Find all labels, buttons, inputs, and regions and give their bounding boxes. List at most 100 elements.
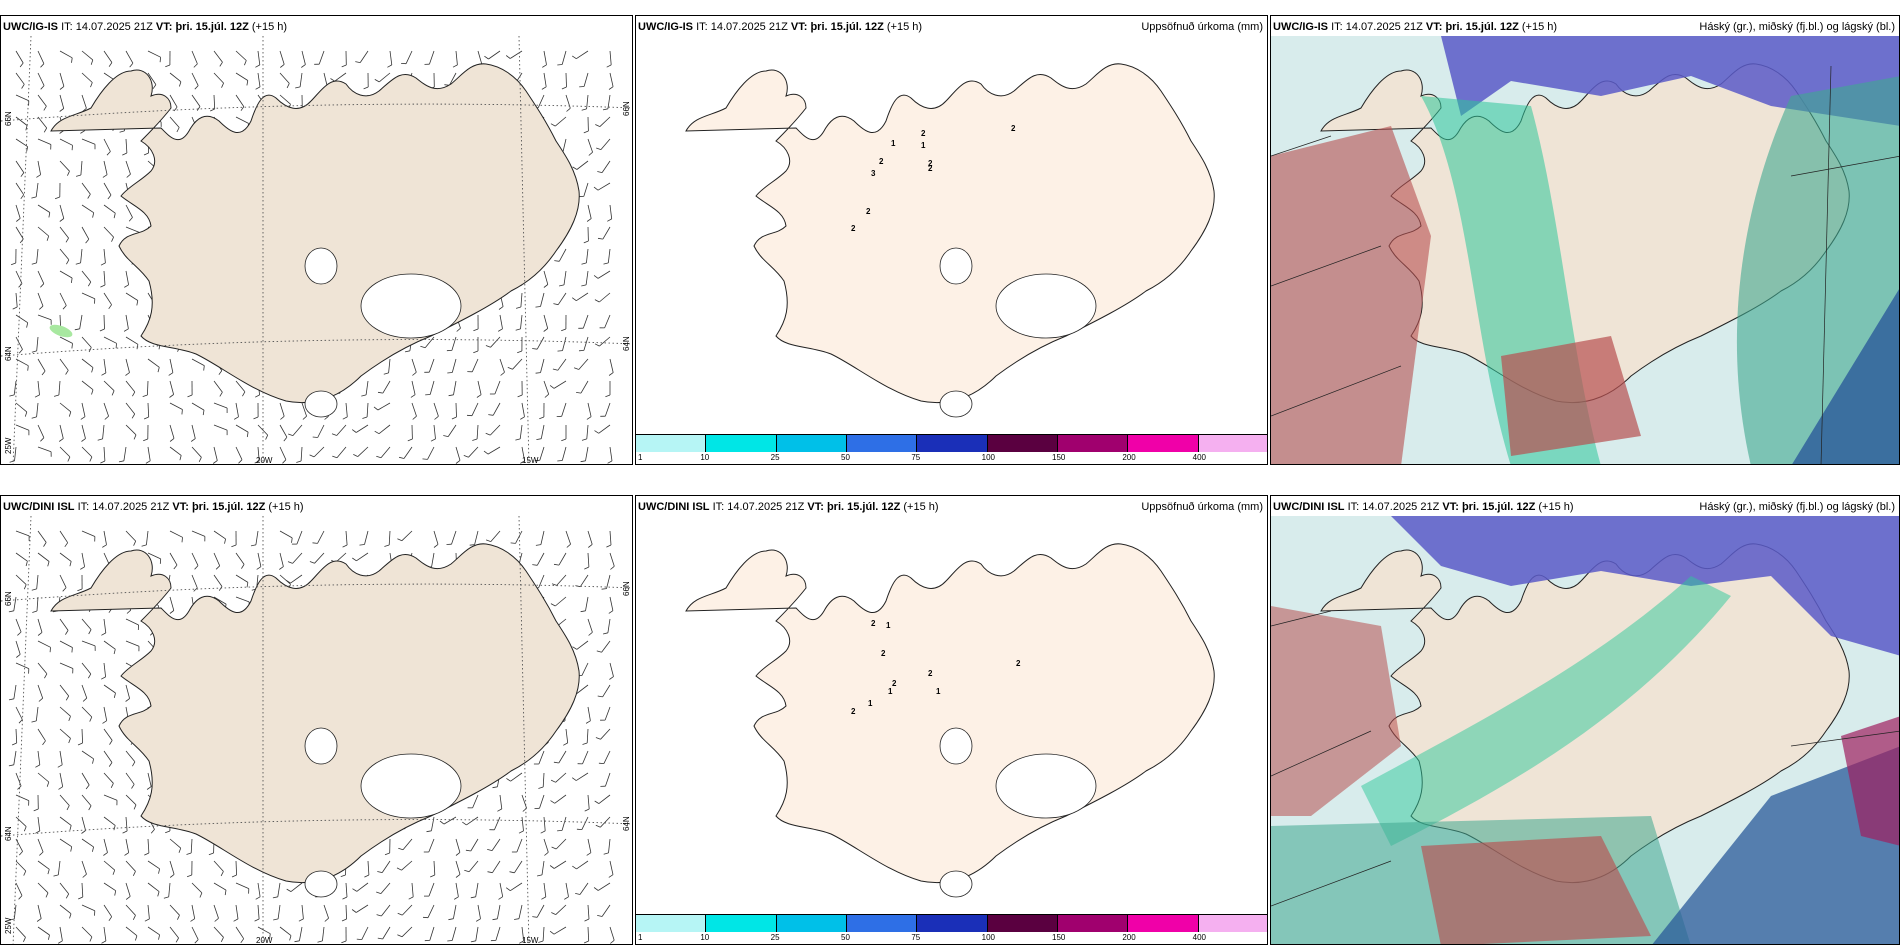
wind-barb-feather xyxy=(296,460,302,463)
precip-value-label: 2 xyxy=(892,679,897,688)
wind-barb-feather xyxy=(309,454,315,458)
wind-barb-feather xyxy=(561,86,567,90)
wind-barb xyxy=(59,446,71,458)
wind-barb xyxy=(355,904,369,913)
wind-barb xyxy=(15,50,24,64)
wind-barb xyxy=(543,72,547,87)
wind-barb-feather xyxy=(132,915,136,920)
wind-barb xyxy=(15,336,23,350)
wind-barb-feather xyxy=(39,851,44,856)
wind-barb-feather xyxy=(273,918,279,921)
wind-barb xyxy=(587,618,593,633)
wind-barb-feather xyxy=(92,212,95,218)
wind-barb xyxy=(103,402,109,417)
wind-barb-feather xyxy=(572,865,577,870)
wind-barb xyxy=(123,446,127,461)
wind-barb-feather xyxy=(362,416,368,419)
wind-barb xyxy=(402,838,413,851)
wind-barb xyxy=(466,816,479,826)
precip-map-panel-top: UWC/IG-IS IT: 14.07.2025 21Z VT: þri. 15… xyxy=(635,15,1268,465)
wind-barb-feather xyxy=(465,849,471,852)
wind-barb-feather xyxy=(510,542,516,544)
colorbar-tick-label: 100 xyxy=(981,933,996,942)
wind-barb-feather xyxy=(220,871,224,877)
wind-barb xyxy=(103,816,116,826)
wind-barb xyxy=(37,446,52,453)
wind-barb xyxy=(191,358,205,366)
wind-barb-feather xyxy=(126,609,131,614)
wind-barb-feather xyxy=(34,394,40,398)
wind-barb xyxy=(191,72,199,86)
wind-barb xyxy=(521,446,525,461)
wind-barb-feather xyxy=(125,372,130,376)
precip-value-label: 2 xyxy=(1016,659,1021,668)
wind-barb-feather xyxy=(283,436,288,442)
wind-barb xyxy=(580,380,589,394)
wind-barb xyxy=(361,926,369,940)
wind-barb-feather xyxy=(231,544,237,548)
wind-barb-feather xyxy=(31,720,37,723)
wind-barb-feather xyxy=(376,455,382,459)
wind-barb-feather xyxy=(557,830,563,832)
wind-barb xyxy=(539,794,545,809)
wind-barb-feather xyxy=(177,915,180,920)
wind-barb-feather xyxy=(536,438,542,440)
panel-header: UWC/IG-IS IT: 14.07.2025 21Z VT: þri. 15… xyxy=(1273,21,1558,33)
wind-barb xyxy=(15,640,21,655)
wind-barb xyxy=(191,424,196,439)
wind-barb-feather xyxy=(543,328,548,332)
wind-barb xyxy=(475,926,479,941)
wind-barb xyxy=(487,446,501,455)
wind-barb-feather xyxy=(608,372,614,376)
wind-barb-feather xyxy=(169,874,175,878)
wind-barb-feather xyxy=(100,460,106,464)
wind-barb-feather xyxy=(40,63,45,68)
wind-barb xyxy=(600,728,611,740)
wind-barb xyxy=(279,94,291,105)
wind-barb xyxy=(561,402,567,417)
wind-barb-feather xyxy=(584,808,590,812)
wind-barb xyxy=(125,618,139,626)
lat-label-64n: 64N xyxy=(4,346,13,361)
wind-barb-feather xyxy=(193,63,198,68)
precip-value-label: 2 xyxy=(866,207,871,216)
wind-barb xyxy=(510,772,523,782)
wind-barb-feather xyxy=(497,328,503,332)
wind-barb xyxy=(598,794,611,804)
colorbar-segment xyxy=(846,915,918,932)
wind-barb xyxy=(355,424,369,433)
wind-barb xyxy=(453,904,457,919)
wind-barb-feather xyxy=(398,847,404,851)
wind-barb xyxy=(191,552,199,566)
wind-barb-feather xyxy=(219,391,223,397)
wind-barb xyxy=(587,138,593,153)
lon-label-20w: 20W xyxy=(256,936,273,945)
wind-barb xyxy=(579,882,589,895)
wind-barb xyxy=(103,530,107,545)
wind-barb xyxy=(37,50,45,64)
wind-barb-feather xyxy=(18,349,23,354)
wind-barb-feather xyxy=(132,871,136,876)
wind-barb-feather xyxy=(126,173,131,178)
wind-barb-feather xyxy=(101,940,107,944)
wind-barb xyxy=(59,160,70,172)
wind-barb xyxy=(15,182,25,195)
wind-barb-feather xyxy=(68,411,72,417)
wind-barb xyxy=(213,860,224,872)
wind-barb xyxy=(587,552,590,568)
precip-value-label: 1 xyxy=(888,687,893,696)
wind-barb xyxy=(576,160,589,170)
wind-barb-feather xyxy=(351,429,357,433)
wind-barb-feather xyxy=(602,108,608,111)
wind-barb xyxy=(490,530,501,542)
wind-barb-feather xyxy=(77,588,83,592)
wind-barb-feather xyxy=(16,218,21,222)
wind-barb-feather xyxy=(448,918,454,921)
wind-barb-feather xyxy=(492,918,498,921)
wind-barb-feather xyxy=(575,893,581,895)
wind-barb-feather xyxy=(330,78,335,82)
wind-barb-feather xyxy=(41,370,46,376)
colorbar-segment xyxy=(917,435,988,452)
precip-value-label: 1 xyxy=(936,687,941,696)
wind-barb-feather xyxy=(124,852,129,856)
